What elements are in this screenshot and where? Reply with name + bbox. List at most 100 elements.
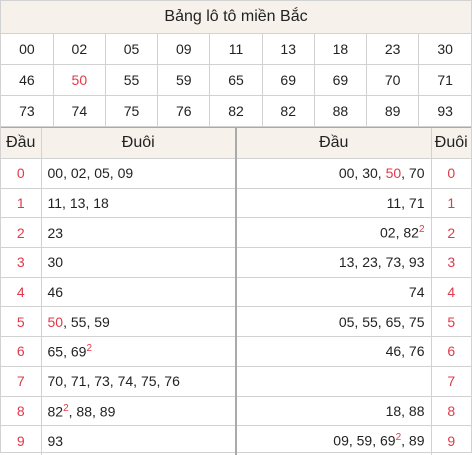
left-row: 1 11, 13, 18 bbox=[1, 188, 235, 219]
grid-row: 00 02 05 09 11 13 18 23 30 bbox=[1, 34, 471, 65]
dau-index: 0 bbox=[1, 158, 42, 189]
dau-index: 3 bbox=[1, 247, 42, 278]
left-header-dau: Đầu bbox=[1, 128, 42, 159]
left-row: 4 46 bbox=[1, 277, 235, 308]
grid-cell: 46 bbox=[1, 64, 54, 96]
left-row: 0 00, 02, 05, 09 bbox=[1, 158, 235, 189]
left-row: 5 50, 55, 59 bbox=[1, 306, 235, 338]
duoi-index: 6 bbox=[430, 336, 471, 367]
grid-row: 46 50 55 59 65 69 69 70 71 bbox=[1, 64, 471, 96]
grid-cell: 30 bbox=[418, 34, 471, 65]
right-row: 09, 59, 692, 89 9 bbox=[237, 425, 471, 455]
left-row: 8 822, 88, 89 bbox=[1, 396, 235, 427]
duoi-values: 11, 13, 18 bbox=[41, 188, 235, 219]
right-row: 74 4 bbox=[237, 277, 471, 308]
duoi-index: 5 bbox=[430, 306, 471, 338]
duoi-index: 2 bbox=[430, 217, 471, 249]
duoi-index: 0 bbox=[430, 158, 471, 189]
grid-cell: 09 bbox=[157, 34, 211, 65]
table-title: Bảng lô tô miền Bắc bbox=[1, 1, 471, 34]
grid-cell: 82 bbox=[262, 95, 315, 127]
left-header-row: Đầu Đuôi bbox=[1, 128, 235, 159]
duoi-values: 23 bbox=[41, 217, 235, 249]
duoi-values: 50, 55, 59 bbox=[41, 306, 235, 338]
right-dau-duoi-table: Đầu Đuôi 00, 30, 50, 70 0 11, 71 1 02, 822 2 1… bbox=[235, 128, 471, 455]
left-dau-duoi-table: Đầu Đuôi 0 00, 02, 05, 09 1 11, 13, 18 2 23 3 3… bbox=[1, 128, 235, 455]
duoi-index: 4 bbox=[430, 277, 471, 308]
duoi-values: 93 bbox=[47, 432, 64, 449]
grid-cell: 88 bbox=[314, 95, 368, 127]
right-header-row: Đầu Đuôi bbox=[237, 128, 471, 159]
left-row: 7 70, 71, 73, 74, 75, 76 bbox=[1, 366, 235, 397]
dau-index: 8 bbox=[1, 396, 42, 427]
grid-cell: 50 bbox=[53, 64, 106, 96]
grid-cell: 75 bbox=[105, 95, 159, 127]
grid-cell: 71 bbox=[418, 64, 471, 96]
duoi-values: 00, 02, 05, 09 bbox=[41, 158, 235, 189]
duoi-index: 8 bbox=[430, 396, 471, 427]
dau-index: 2 bbox=[1, 217, 42, 249]
grid-cell: 93 bbox=[418, 95, 471, 127]
left-row: 2 23 bbox=[1, 217, 235, 249]
right-row: 11, 71 1 bbox=[237, 188, 471, 219]
dau-index: 9 bbox=[1, 425, 42, 455]
dau-values: 05, 55, 65, 75 bbox=[237, 306, 431, 338]
right-header-dau: Đầu bbox=[237, 128, 431, 159]
number-grid: 00 02 05 09 11 13 18 23 30 46 50 55 59 65 69 69 70 71 73 74… bbox=[1, 34, 471, 127]
grid-cell: 00 bbox=[1, 34, 54, 65]
grid-cell: 73 bbox=[1, 95, 54, 127]
duoi-values: 822, 88, 89 bbox=[41, 396, 235, 427]
left-header-duoi: Đuôi bbox=[41, 128, 235, 159]
grid-cell: 55 bbox=[105, 64, 159, 96]
dau-values: 74 bbox=[237, 277, 431, 308]
dau-values: 18, 88 bbox=[237, 396, 431, 427]
dau-index: 7 bbox=[1, 366, 42, 397]
grid-cell: 05 bbox=[105, 34, 159, 65]
dau-index: 5 bbox=[1, 306, 42, 338]
dau-values: 02, 822 bbox=[237, 217, 431, 249]
dau-index: 1 bbox=[1, 188, 42, 219]
duoi-values: 65, 692 bbox=[41, 336, 235, 367]
dau-index: 6 bbox=[1, 336, 42, 367]
duoi-index: 9 bbox=[430, 425, 471, 455]
grid-cell: 23 bbox=[366, 34, 420, 65]
grid-cell: 11 bbox=[209, 34, 263, 65]
duoi-values: 46 bbox=[41, 277, 235, 308]
grid-cell: 69 bbox=[314, 64, 368, 96]
grid-cell: 76 bbox=[157, 95, 211, 127]
grid-row: 73 74 75 76 82 82 88 89 93 bbox=[1, 95, 471, 127]
grid-cell: 65 bbox=[209, 64, 263, 96]
grid-cell: 02 bbox=[53, 34, 106, 65]
duoi-values: 70, 71, 73, 74, 75, 76 bbox=[41, 366, 235, 397]
dau-values: 13, 23, 73, 93 bbox=[237, 247, 431, 278]
grid-cell: 18 bbox=[314, 34, 368, 65]
duoi-index: 1 bbox=[430, 188, 471, 219]
dau-values: 00, 30, 50, 70 bbox=[237, 158, 431, 189]
dau-values bbox=[237, 366, 431, 397]
dau-index: 4 bbox=[1, 277, 42, 308]
grid-cell: 13 bbox=[262, 34, 315, 65]
grid-cell: 74 bbox=[53, 95, 106, 127]
duoi-index: 3 bbox=[430, 247, 471, 278]
grid-cell: 70 bbox=[366, 64, 420, 96]
right-row: 46, 76 6 bbox=[237, 336, 471, 367]
right-row: 18, 88 8 bbox=[237, 396, 471, 427]
dau-values: 09, 59, 692, 89 bbox=[333, 432, 425, 449]
dau-values: 11, 71 bbox=[237, 188, 431, 219]
left-row: 9 93 bbox=[1, 425, 235, 455]
right-row: 00, 30, 50, 70 0 bbox=[237, 158, 471, 189]
right-row: 02, 822 2 bbox=[237, 217, 471, 249]
right-row: 13, 23, 73, 93 3 bbox=[237, 247, 471, 278]
dau-values: 46, 76 bbox=[237, 336, 431, 367]
right-row: 7 bbox=[237, 366, 471, 397]
grid-cell: 89 bbox=[366, 95, 420, 127]
left-row: 6 65, 692 bbox=[1, 336, 235, 367]
dau-duoi-section: Đầu Đuôi 0 00, 02, 05, 09 1 11, 13, 18 2 23 3 3… bbox=[1, 127, 471, 455]
right-row: 05, 55, 65, 75 5 bbox=[237, 306, 471, 338]
grid-cell: 59 bbox=[157, 64, 211, 96]
grid-cell: 69 bbox=[262, 64, 315, 96]
right-header-duoi: Đuôi bbox=[430, 128, 471, 159]
duoi-values: 30 bbox=[41, 247, 235, 278]
duoi-index: 7 bbox=[430, 366, 471, 397]
